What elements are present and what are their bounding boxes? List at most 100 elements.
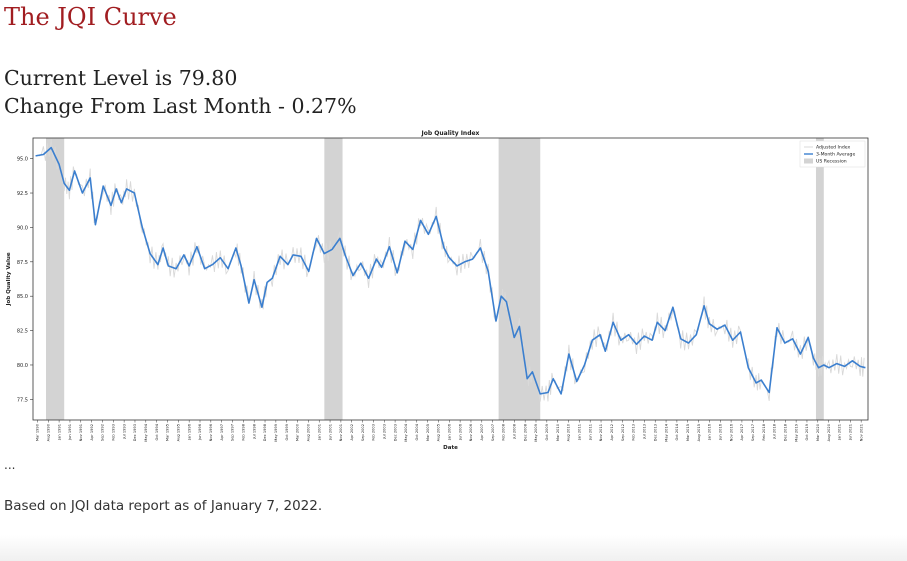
x-tick-label: Feb 1993 bbox=[112, 424, 116, 441]
x-tick-label: Aug 2005 bbox=[437, 424, 441, 441]
data-report-footnote: Based on JQI data report as of January 7… bbox=[4, 498, 323, 514]
x-tick-label: Apr 2017 bbox=[740, 424, 744, 441]
x-tick-label: May 1994 bbox=[144, 423, 148, 441]
x-tick-label: May 2004 bbox=[404, 423, 408, 441]
plot-frame bbox=[32, 137, 869, 421]
current-level-text: Current Level is 79.80 bbox=[4, 66, 238, 90]
x-tick-label: Oct 2004 bbox=[415, 423, 419, 440]
x-tick-label: Oct 1999 bbox=[285, 423, 289, 440]
x-tick-label: Jun 2006 bbox=[458, 423, 462, 441]
x-tick-label: Dec 2018 bbox=[784, 423, 788, 441]
x-tick-label: Nov 2016 bbox=[729, 423, 733, 441]
x-tick-label: May 2009 bbox=[534, 423, 538, 441]
x-tick-label: Aug 1995 bbox=[177, 424, 181, 441]
legend-label-2: 3-Month Average bbox=[816, 152, 855, 158]
x-tick-label: Sep 2017 bbox=[751, 424, 755, 441]
page-bottom-fade bbox=[0, 535, 907, 561]
x-tick-label: Apr 2012 bbox=[610, 424, 614, 441]
legend-swatch-3 bbox=[804, 158, 813, 164]
x-tick-label: May 1999 bbox=[274, 423, 278, 441]
x-tick-label: Jul 2008 bbox=[513, 423, 517, 439]
x-tick-label: Feb 2013 bbox=[632, 424, 636, 441]
x-tick-label: Jul 2013 bbox=[643, 424, 647, 440]
x-tick-label: Aug 1990 bbox=[47, 423, 51, 441]
x-tick-label: Feb 1998 bbox=[242, 423, 246, 440]
x-tick-label: May 2014 bbox=[664, 423, 668, 441]
x-tick-label: Nov 2006 bbox=[469, 423, 473, 441]
x-tick-label: Jan 2011 bbox=[578, 424, 582, 441]
x-tick-label: Jun 2011 bbox=[588, 424, 592, 441]
x-axis-label: Date bbox=[443, 445, 458, 451]
x-tick-label: Apr 2002 bbox=[350, 424, 354, 441]
x-tick-label: Apr 1997 bbox=[220, 424, 224, 441]
x-tick-label: Jul 2018 bbox=[773, 423, 777, 439]
x-tick-label: Jun 1991 bbox=[68, 424, 72, 441]
x-tick-label: Jan 2021 bbox=[838, 424, 842, 441]
jqi-chart: 77.5 80.0 82.5 85.0 87.5 90.0 92.5 95.0 Mar 1990… bbox=[0, 126, 907, 456]
x-tick-label: Aug 2000 bbox=[307, 423, 311, 441]
x-tick-label: Oct 2014 bbox=[675, 423, 679, 440]
x-tick-label: Mar 1995 bbox=[166, 424, 170, 441]
y-tick-label: 92.5 bbox=[17, 191, 28, 197]
x-tick-label: Sep 1992 bbox=[101, 424, 105, 441]
x-tick-label: Jun 2016 bbox=[718, 423, 722, 441]
x-tick-label: Sep 2007 bbox=[491, 424, 495, 441]
x-tick-label: Jan 1996 bbox=[187, 423, 191, 441]
x-tick-label: Jan 2001 bbox=[317, 424, 321, 441]
recession-band-1 bbox=[46, 138, 65, 420]
x-tick-label: Dec 1993 bbox=[133, 424, 137, 441]
x-tick-label: May 2019 bbox=[794, 423, 798, 441]
x-tick-label: Jun 2001 bbox=[328, 424, 332, 441]
x-tick-label: Apr 2007 bbox=[480, 424, 484, 441]
x-tick-label: Sep 2002 bbox=[361, 424, 365, 441]
x-tick-label: Dec 2003 bbox=[393, 424, 397, 441]
x-tick-label: Jul 1993 bbox=[122, 424, 126, 440]
x-tick-label: Jan 1991 bbox=[57, 424, 61, 441]
x-tick-label: Mar 2020 bbox=[816, 423, 820, 441]
recession-band-4 bbox=[815, 138, 824, 420]
y-tick-label: 87.5 bbox=[17, 260, 28, 266]
x-tick-label: Jan 2006 bbox=[448, 423, 452, 441]
ellipsis-text: ... bbox=[4, 458, 16, 472]
x-tick-label: Nov 1991 bbox=[79, 424, 83, 441]
x-tick-label: Jul 1998 bbox=[252, 423, 256, 439]
chart-title: Job Quality Index bbox=[421, 130, 480, 137]
x-tick-label: Mar 1990 bbox=[36, 423, 40, 441]
three-month-average-line bbox=[35, 146, 866, 395]
x-tick-label: Dec 2008 bbox=[523, 423, 527, 441]
x-tick-label: Dec 1998 bbox=[263, 423, 267, 441]
x-tick-label: Nov 1996 bbox=[209, 423, 213, 441]
x-tick-label: Nov 2021 bbox=[859, 424, 863, 441]
x-tick-label: Feb 2008 bbox=[502, 423, 506, 440]
x-tick-label: Oct 1994 bbox=[155, 423, 159, 440]
x-tick-label: Mar 2000 bbox=[296, 423, 300, 441]
y-tick-label: 85.0 bbox=[17, 294, 28, 300]
y-tick-label: 95.0 bbox=[17, 157, 28, 163]
recession-band-2 bbox=[324, 138, 343, 420]
x-tick-label: Dec 2013 bbox=[653, 424, 657, 441]
x-tick-label: Mar 2010 bbox=[556, 423, 560, 441]
x-tick-label: Oct 2009 bbox=[545, 423, 549, 440]
x-tick-label: Aug 2010 bbox=[567, 423, 571, 441]
y-tick-label: 80.0 bbox=[17, 363, 28, 369]
plot-area bbox=[33, 138, 868, 420]
x-tick-label: Sep 2012 bbox=[621, 424, 625, 441]
page-title: The JQI Curve bbox=[4, 3, 177, 31]
x-tick-label: Jun 2021 bbox=[849, 424, 853, 441]
y-tick-label: 82.5 bbox=[17, 329, 28, 335]
x-tick-label: Nov 2001 bbox=[339, 424, 343, 441]
x-tick-label: Sep 1997 bbox=[231, 424, 235, 441]
legend-label-1: Adjusted Index bbox=[816, 145, 850, 151]
x-tick-label: Oct 2019 bbox=[805, 423, 809, 440]
y-axis-label: Job Quality Value bbox=[6, 252, 12, 306]
x-tick-label: Feb 2018 bbox=[762, 423, 766, 440]
jqi-chart-svg: 77.5 80.0 82.5 85.0 87.5 90.0 92.5 95.0 Mar 1990… bbox=[6, 130, 869, 451]
x-tick-label: Jan 2016 bbox=[708, 423, 712, 441]
x-tick-label: Mar 2015 bbox=[686, 424, 690, 441]
y-tick-label: 77.5 bbox=[17, 397, 28, 403]
x-tick-label: Nov 2011 bbox=[599, 424, 603, 441]
x-tick-label: Aug 2015 bbox=[697, 424, 701, 441]
x-tick-label: Feb 2003 bbox=[372, 424, 376, 441]
x-tick-label: Aug 2020 bbox=[827, 423, 831, 441]
x-tick-label: Jun 1996 bbox=[198, 423, 202, 441]
